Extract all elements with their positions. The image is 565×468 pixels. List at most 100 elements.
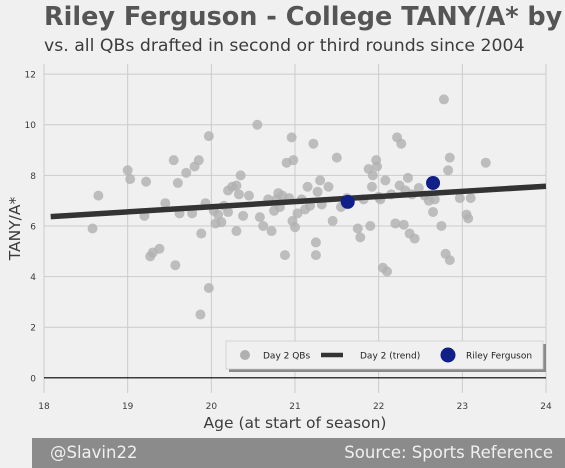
data-point	[172, 177, 183, 188]
data-point	[438, 94, 449, 105]
data-point	[254, 212, 265, 223]
data-point	[355, 232, 366, 243]
data-point	[310, 250, 321, 261]
data-point	[125, 174, 136, 185]
data-point	[288, 155, 299, 166]
data-point	[258, 220, 269, 231]
data-point	[231, 226, 242, 237]
data-point	[279, 250, 290, 261]
x-axis-title: Age (at start of season)	[204, 414, 387, 432]
x-tick-label: 24	[540, 402, 552, 412]
y-tick-label: 12	[25, 71, 36, 81]
y-tick-label: 8	[30, 172, 36, 182]
chart-subtitle: vs. all QBs drafted in second or third r…	[44, 36, 525, 56]
data-point	[315, 175, 326, 186]
legend-marker	[240, 350, 250, 360]
y-tick-label: 2	[30, 324, 36, 334]
data-point	[290, 222, 300, 233]
data-point	[429, 194, 440, 205]
data-point	[243, 190, 254, 201]
data-point	[463, 213, 474, 224]
data-point	[181, 167, 192, 178]
data-point	[233, 189, 244, 200]
data-point	[154, 243, 165, 254]
x-tick-label: 22	[373, 402, 384, 412]
chart-title: Riley Ferguson - College TANY/A* by Age	[44, 2, 565, 32]
x-tick-label: 19	[122, 402, 134, 412]
data-point	[170, 260, 181, 271]
data-point	[308, 138, 319, 149]
data-point	[160, 198, 171, 209]
data-point	[93, 190, 104, 201]
data-point	[168, 155, 179, 166]
footer-credit: @Slavin22	[50, 443, 138, 462]
x-axis-ticks: 18 19 20 21 22 23 24	[38, 402, 552, 412]
data-point	[382, 266, 393, 277]
data-point	[141, 176, 152, 187]
data-point	[331, 152, 342, 163]
data-point	[444, 255, 455, 266]
legend-label: Day 2 QBs	[263, 351, 310, 361]
legend-items: Day 2 QBs Day 2 (trend) Riley Ferguson	[240, 347, 532, 363]
trend-line	[50, 183, 547, 220]
highlight-point	[340, 194, 355, 209]
y-tick-label: 0	[30, 374, 36, 384]
data-point	[122, 165, 133, 176]
data-point	[409, 233, 420, 244]
data-point	[367, 170, 378, 181]
legend-box	[225, 340, 544, 370]
data-point	[312, 186, 323, 197]
footer-source: Source: Sports Reference	[344, 443, 553, 462]
data-point	[366, 181, 377, 192]
data-point	[292, 208, 303, 219]
data-point	[436, 220, 447, 231]
data-point	[480, 157, 491, 168]
data-point	[203, 282, 214, 293]
data-point	[380, 175, 391, 186]
data-point	[193, 155, 204, 166]
data-point	[398, 219, 409, 230]
data-points	[87, 94, 491, 320]
legend-label: Riley Ferguson	[466, 351, 532, 361]
data-point	[402, 172, 413, 183]
x-tick-label: 20	[206, 402, 218, 412]
x-tick-label: 21	[289, 402, 300, 412]
data-point	[286, 132, 297, 143]
data-point	[235, 170, 246, 181]
data-point	[396, 138, 407, 149]
y-axis-title: TANY/A*	[6, 197, 24, 262]
data-point	[310, 237, 321, 248]
data-point	[87, 223, 98, 234]
data-point	[444, 152, 455, 163]
data-point	[365, 220, 376, 231]
x-tick-label: 18	[38, 402, 50, 412]
data-point	[352, 223, 363, 234]
data-point	[195, 309, 206, 320]
data-point	[327, 215, 338, 226]
y-axis-ticks: 0 2 4 6 8 10 12	[25, 71, 37, 385]
data-point	[266, 226, 277, 237]
data-point	[371, 161, 382, 172]
data-point	[323, 181, 334, 192]
data-point	[216, 217, 227, 228]
data-point	[203, 131, 214, 142]
legend-marker	[440, 347, 456, 363]
data-point	[443, 165, 454, 176]
highlight-points	[340, 175, 441, 209]
data-point	[196, 228, 207, 239]
data-point	[223, 207, 234, 218]
data-point	[428, 207, 439, 218]
y-tick-label: 10	[25, 121, 37, 131]
x-tick-label: 23	[457, 402, 468, 412]
data-point	[413, 183, 424, 194]
grid-lines	[43, 64, 547, 393]
data-point	[465, 193, 476, 204]
highlight-point	[426, 175, 441, 190]
data-point	[390, 218, 401, 229]
data-point	[238, 210, 249, 221]
data-point	[213, 209, 224, 220]
data-point	[302, 181, 313, 192]
data-point	[252, 119, 263, 130]
data-point	[231, 180, 242, 191]
